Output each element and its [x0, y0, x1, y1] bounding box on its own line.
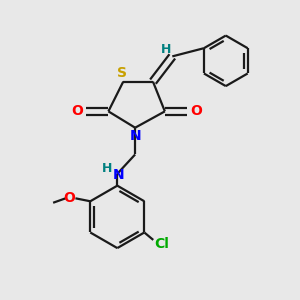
Text: O: O — [71, 104, 83, 118]
Text: Cl: Cl — [155, 237, 170, 251]
Text: O: O — [190, 104, 202, 118]
Text: H: H — [160, 43, 171, 56]
Text: S: S — [117, 66, 127, 80]
Text: N: N — [129, 129, 141, 143]
Text: N: N — [113, 168, 124, 182]
Text: H: H — [102, 162, 112, 175]
Text: O: O — [64, 191, 75, 205]
